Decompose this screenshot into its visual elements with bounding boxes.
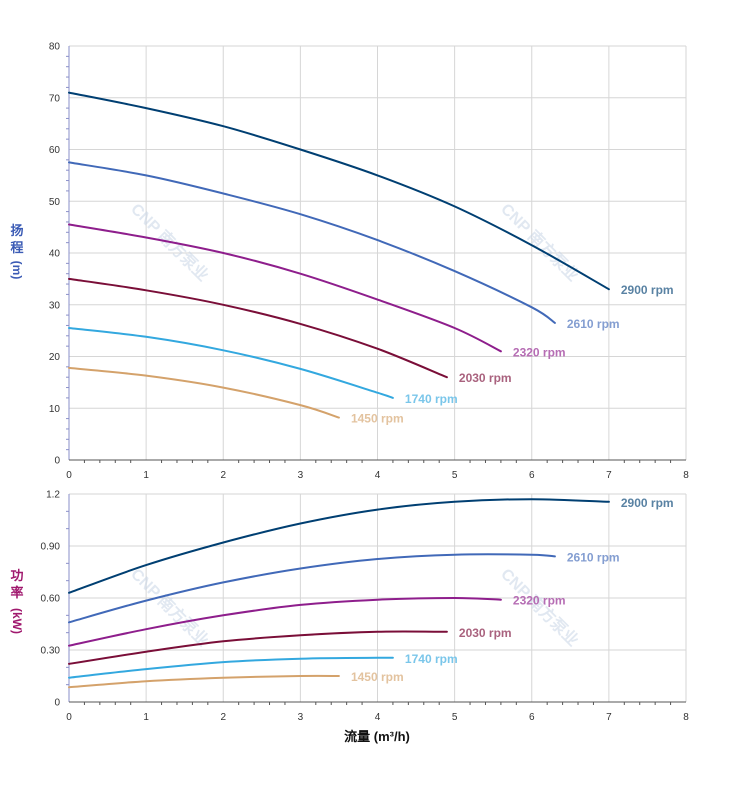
y-tick-label: 0 <box>54 698 60 709</box>
y-tick-label: 1.2 <box>46 490 60 501</box>
series-label-2030-rpm: 2030 rpm <box>459 626 512 640</box>
series-line-2320-rpm <box>68 223 502 353</box>
y-tick-label: 0 <box>54 456 60 467</box>
y-tick-label: 10 <box>49 404 61 415</box>
series-label-1450-rpm: 1450 rpm <box>351 412 404 426</box>
x-axis-label: 流量 (m³/h) <box>344 729 410 744</box>
x-tick-label: 2 <box>220 712 226 723</box>
x-tick-label: 2 <box>220 470 226 481</box>
x-tick-label: 4 <box>375 470 381 481</box>
series-line-2900-rpm <box>68 91 610 291</box>
series-label-2900-rpm: 2900 rpm <box>621 283 674 297</box>
x-tick-label: 1 <box>143 470 149 481</box>
y-tick-label: 30 <box>49 300 61 311</box>
x-tick-label: 5 <box>452 712 458 723</box>
x-tick-label: 6 <box>529 712 535 723</box>
series-label-1450-rpm: 1450 rpm <box>351 670 404 684</box>
x-tick-label: 1 <box>143 712 149 723</box>
y-axis-label: (kW) <box>10 608 24 634</box>
y-axis-label: (m) <box>10 261 24 280</box>
series-label-1740-rpm: 1740 rpm <box>405 392 458 406</box>
series-line-2610-rpm <box>68 553 556 624</box>
y-tick-label: 80 <box>49 42 61 53</box>
y-axis-label: 功 <box>10 568 23 583</box>
y-tick-label: 40 <box>49 249 61 260</box>
series-line-2030-rpm <box>68 277 448 379</box>
series-label-2320-rpm: 2320 rpm <box>513 594 566 608</box>
watermark-logo: CNP 南方泵业 <box>127 564 213 650</box>
y-tick-label: 60 <box>49 145 61 156</box>
series-line-2900-rpm <box>68 498 610 594</box>
x-tick-label: 3 <box>298 470 304 481</box>
y-tick-label: 0.30 <box>41 646 61 657</box>
series-label-2610-rpm: 2610 rpm <box>567 317 620 331</box>
series-label-2030-rpm: 2030 rpm <box>459 371 512 385</box>
y-tick-label: 70 <box>49 93 61 104</box>
series-line-2610-rpm <box>68 161 556 324</box>
series-label-2900-rpm: 2900 rpm <box>621 496 674 510</box>
y-tick-label: 50 <box>49 197 61 208</box>
x-tick-label: 5 <box>452 470 458 481</box>
x-tick-label: 8 <box>683 470 689 481</box>
watermark-logo: CNP 南方泵业 <box>497 199 583 285</box>
x-tick-label: 3 <box>298 712 304 723</box>
x-tick-label: 0 <box>66 712 72 723</box>
series-label-1740-rpm: 1740 rpm <box>405 652 458 666</box>
series-line-2030-rpm <box>68 630 448 665</box>
x-tick-label: 8 <box>683 712 689 723</box>
series-line-1450-rpm <box>68 366 340 419</box>
y-axis-label: 扬 <box>10 223 23 238</box>
series-label-2610-rpm: 2610 rpm <box>567 550 620 564</box>
y-axis-label: 程 <box>10 240 23 255</box>
x-tick-label: 4 <box>375 712 381 723</box>
y-axis-label: 率 <box>10 585 23 600</box>
power-curve-panel: 00.300.600.901.20 1 2 3 4 5 6 7 8功率(kW) CNP 南方泵业 C… <box>10 490 689 724</box>
y-tick-label: 0.60 <box>41 594 61 605</box>
x-tick-label: 0 <box>66 470 72 481</box>
series-line-1450-rpm <box>68 674 340 689</box>
y-tick-label: 0.90 <box>41 542 61 553</box>
series-label-2320-rpm: 2320 rpm <box>513 345 566 359</box>
series-line-1740-rpm <box>68 327 394 399</box>
series-line-2320-rpm <box>68 596 502 647</box>
y-tick-label: 20 <box>49 352 61 363</box>
x-tick-label: 6 <box>529 470 535 481</box>
series-line-1740-rpm <box>68 656 394 679</box>
x-tick-label: 7 <box>606 470 612 481</box>
x-tick-label: 7 <box>606 712 612 723</box>
